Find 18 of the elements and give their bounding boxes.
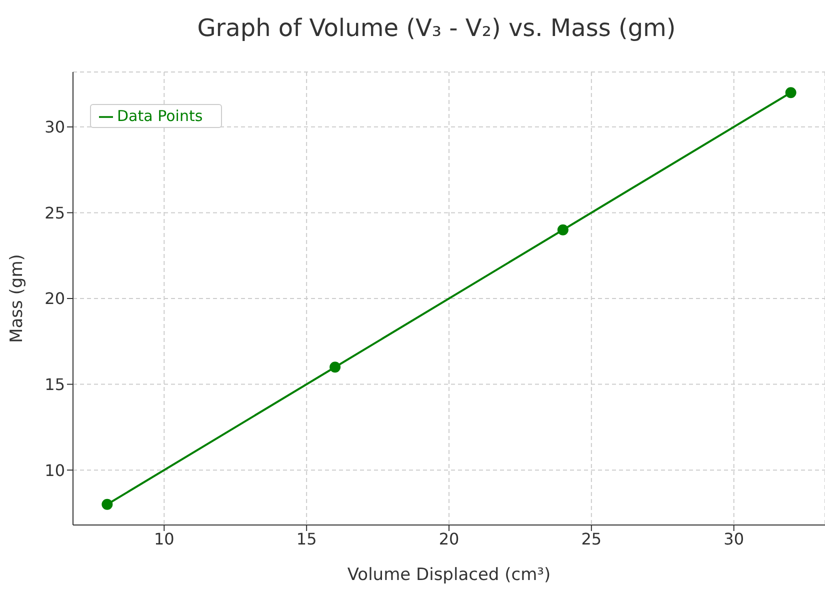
x-tick-label: 15 (296, 529, 317, 548)
y-tick-label: 30 (44, 118, 65, 137)
point (102, 498, 113, 510)
x-tick-label: 30 (724, 529, 744, 548)
y-tick-label: 10 (44, 460, 65, 480)
x-axis-title: Volume Displaced (cm³) (347, 565, 551, 585)
y-tick-label: 25 (44, 203, 65, 222)
x-tick-label: 25 (581, 529, 602, 548)
x-tick-label: 20 (438, 529, 460, 548)
legend-label: Data Points (117, 107, 203, 125)
point (330, 362, 341, 373)
chart-title: Graph of Volume (V₃ - V₂) vs. Mass (gm) (196, 13, 677, 44)
y-axis-title: Mass (gm) (7, 254, 28, 343)
y-tick-label: 15 (44, 374, 65, 394)
point (557, 224, 568, 236)
point (785, 87, 796, 98)
y-tick-label: 20 (44, 289, 65, 308)
x-tick-label: 10 (154, 529, 174, 548)
